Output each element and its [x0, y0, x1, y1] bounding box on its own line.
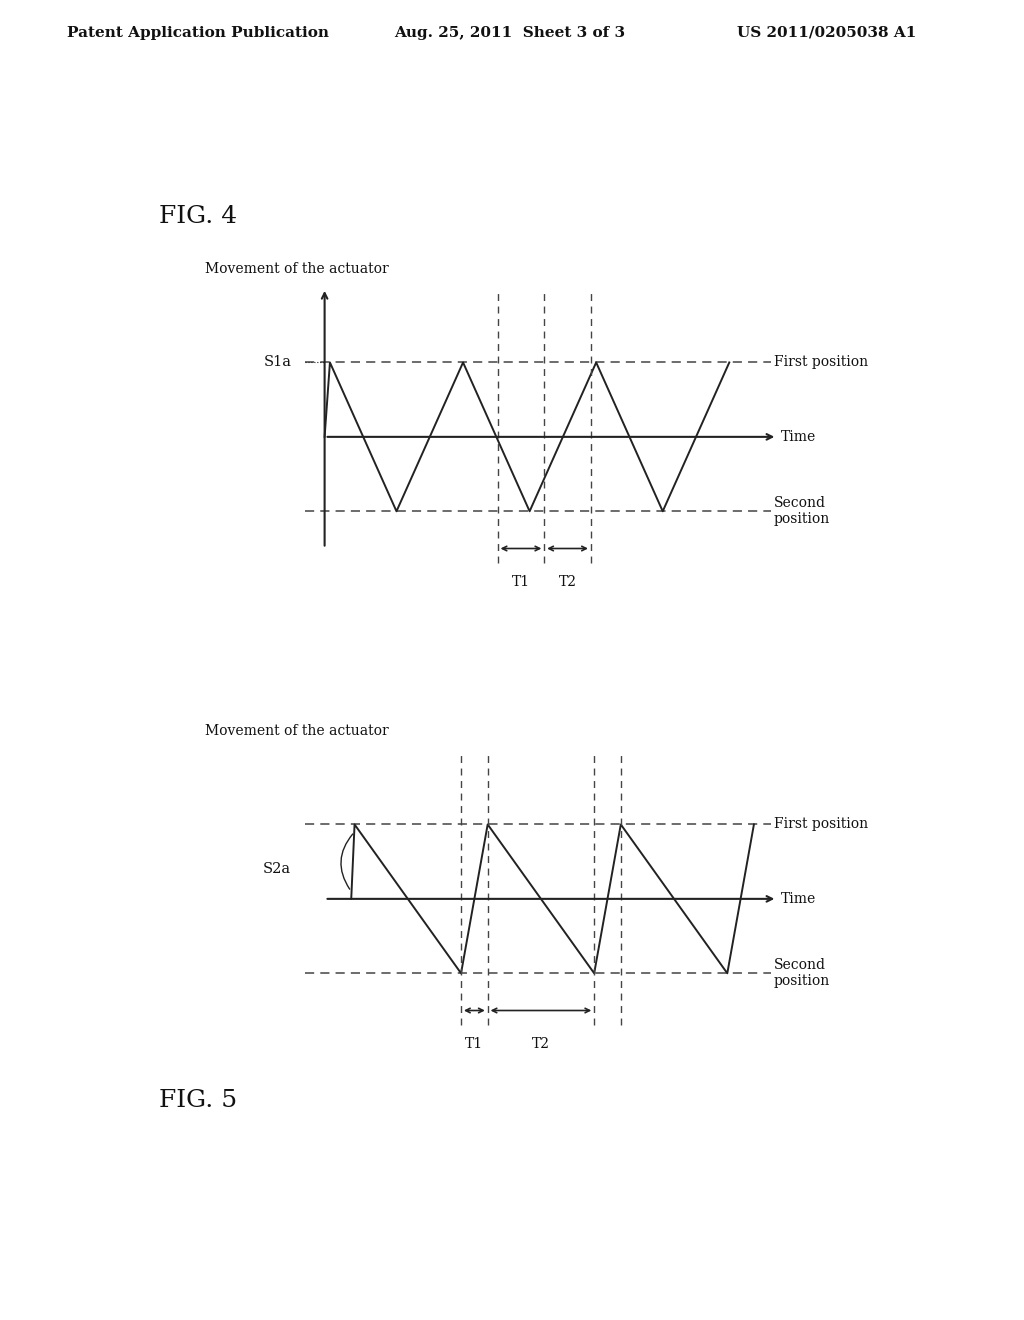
- Text: Movement of the actuator: Movement of the actuator: [205, 261, 388, 276]
- Text: First position: First position: [774, 817, 868, 832]
- Text: T1: T1: [512, 574, 530, 589]
- Text: US 2011/0205038 A1: US 2011/0205038 A1: [737, 26, 916, 40]
- Text: Movement of the actuator: Movement of the actuator: [205, 723, 388, 738]
- Text: FIG. 4: FIG. 4: [159, 205, 237, 227]
- Text: Patent Application Publication: Patent Application Publication: [67, 26, 329, 40]
- Text: T2: T2: [531, 1036, 550, 1051]
- Text: S1a: S1a: [263, 355, 292, 370]
- Text: Second
position: Second position: [774, 958, 830, 989]
- Text: T1: T1: [465, 1036, 483, 1051]
- Text: Time: Time: [780, 892, 816, 906]
- Text: S2a: S2a: [263, 862, 292, 876]
- Text: Time: Time: [780, 430, 816, 444]
- Text: T2: T2: [558, 574, 577, 589]
- Text: Second
position: Second position: [774, 496, 830, 527]
- Text: Aug. 25, 2011  Sheet 3 of 3: Aug. 25, 2011 Sheet 3 of 3: [394, 26, 626, 40]
- Text: First position: First position: [774, 355, 868, 370]
- Text: FIG. 5: FIG. 5: [159, 1089, 237, 1111]
